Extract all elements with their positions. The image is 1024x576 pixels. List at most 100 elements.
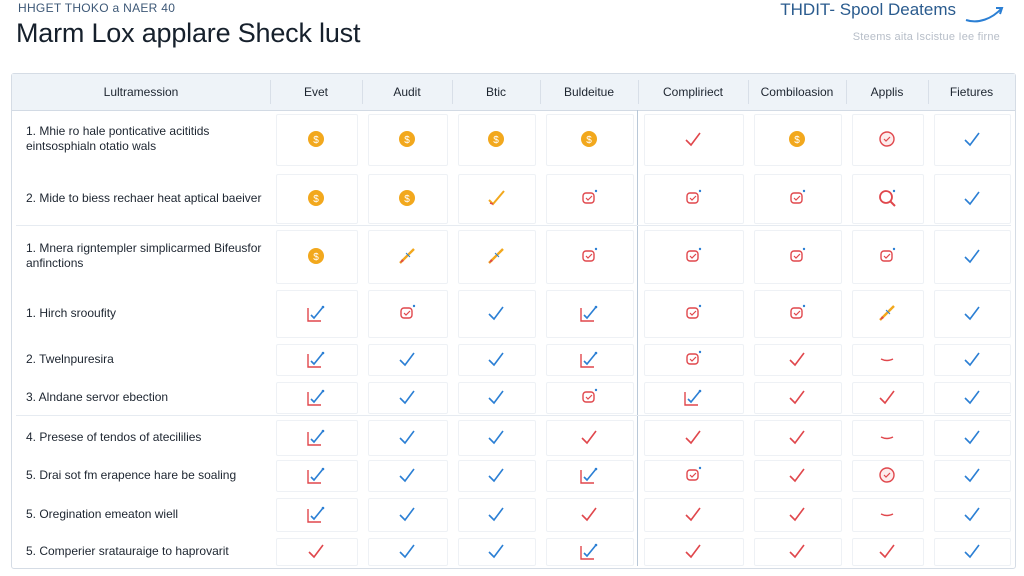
table-row[interactable]: 5. Comperier sratauraige to haprovarit <box>12 536 1015 566</box>
status-cell[interactable] <box>368 174 448 224</box>
status-cell[interactable] <box>852 382 924 414</box>
column-header[interactable]: Compliriect <box>662 85 723 99</box>
status-cell[interactable] <box>644 382 744 414</box>
status-cell[interactable] <box>852 174 924 224</box>
status-cell[interactable] <box>934 382 1011 414</box>
status-cell[interactable] <box>368 538 448 566</box>
status-cell[interactable] <box>644 344 744 376</box>
status-cell[interactable] <box>934 230 1011 284</box>
status-cell[interactable] <box>276 420 358 456</box>
status-cell[interactable] <box>644 174 744 224</box>
status-cell[interactable] <box>644 460 744 492</box>
status-cell[interactable] <box>644 420 744 456</box>
status-cell[interactable] <box>276 114 358 166</box>
status-cell[interactable] <box>754 382 842 414</box>
status-cell[interactable] <box>934 460 1011 492</box>
status-cell[interactable] <box>546 230 634 284</box>
column-header[interactable]: Combiloasion <box>760 85 834 99</box>
status-cell[interactable] <box>852 538 924 566</box>
status-cell[interactable] <box>368 382 448 414</box>
status-cell[interactable] <box>754 420 842 456</box>
status-cell[interactable] <box>546 498 634 532</box>
status-cell[interactable] <box>546 538 634 566</box>
status-cell[interactable] <box>546 420 634 456</box>
status-cell[interactable] <box>368 460 448 492</box>
status-cell[interactable] <box>276 498 358 532</box>
status-cell[interactable] <box>754 538 842 566</box>
status-cell[interactable] <box>852 114 924 166</box>
status-cell[interactable] <box>276 460 358 492</box>
table-row[interactable]: 4. Presese of tendos of atecililies <box>12 418 1015 456</box>
status-cell[interactable] <box>276 344 358 376</box>
status-cell[interactable] <box>934 344 1011 376</box>
status-cell[interactable] <box>458 344 536 376</box>
status-cell[interactable] <box>276 382 358 414</box>
status-cell[interactable] <box>852 290 924 338</box>
status-cell[interactable] <box>644 230 744 284</box>
status-cell[interactable] <box>644 498 744 532</box>
status-cell[interactable] <box>546 114 634 166</box>
status-cell[interactable] <box>934 498 1011 532</box>
status-cell[interactable] <box>754 460 842 492</box>
status-cell[interactable] <box>934 174 1011 224</box>
status-cell[interactable] <box>458 498 536 532</box>
status-cell[interactable] <box>852 420 924 456</box>
column-header[interactable]: Applis <box>870 85 904 99</box>
status-cell[interactable] <box>368 114 448 166</box>
column-header[interactable]: Lultramession <box>103 85 179 99</box>
status-cell[interactable] <box>754 498 842 532</box>
table-row[interactable]: 5. Drai sot fm erapence hare be soaling <box>12 458 1015 492</box>
status-cell[interactable] <box>546 290 634 338</box>
status-cell[interactable] <box>276 290 358 338</box>
status-cell[interactable] <box>546 174 634 224</box>
status-cell[interactable] <box>368 344 448 376</box>
status-cell[interactable] <box>458 290 536 338</box>
status-cell[interactable] <box>276 538 358 566</box>
status-cell[interactable] <box>546 460 634 492</box>
status-cell[interactable] <box>276 174 358 224</box>
table-row[interactable]: 1. Mnera rigntempler simplicarmed Bifeus… <box>12 228 1015 284</box>
status-cell[interactable] <box>754 230 842 284</box>
table-row[interactable]: 1. Hirch srooufity <box>12 288 1015 338</box>
status-cell[interactable] <box>276 230 358 284</box>
status-cell[interactable] <box>458 382 536 414</box>
status-cell[interactable] <box>458 420 536 456</box>
status-cell[interactable] <box>754 174 842 224</box>
status-cell[interactable] <box>368 290 448 338</box>
status-cell[interactable] <box>754 290 842 338</box>
status-cell[interactable] <box>458 114 536 166</box>
column-header[interactable]: Evet <box>303 85 328 99</box>
table-row[interactable]: 2. Twelnpuresira <box>12 342 1015 376</box>
status-cell[interactable] <box>934 290 1011 338</box>
status-cell[interactable] <box>754 114 842 166</box>
column-header[interactable]: Buldeitue <box>563 85 615 99</box>
status-cell[interactable] <box>852 498 924 532</box>
status-cell[interactable] <box>852 344 924 376</box>
table-row[interactable]: 2. Mide to biess rechaer heat aptical ba… <box>12 172 1015 224</box>
status-cell[interactable] <box>852 230 924 284</box>
table-row[interactable]: 5. Oregination emeaton wiell <box>12 496 1015 532</box>
table-row[interactable]: 1. Mhie ro hale ponticative acititids ei… <box>12 112 1015 166</box>
checklist-table: Lultramession Evet Audit Btic Buldeitue Compl… <box>11 73 1016 569</box>
status-cell[interactable] <box>852 460 924 492</box>
column-header[interactable]: Audit <box>393 85 421 99</box>
status-cell[interactable] <box>458 174 536 224</box>
status-cell[interactable] <box>644 290 744 338</box>
status-cell[interactable] <box>458 230 536 284</box>
status-cell[interactable] <box>934 420 1011 456</box>
status-cell[interactable] <box>368 498 448 532</box>
status-cell[interactable] <box>458 538 536 566</box>
status-cell[interactable] <box>934 538 1011 566</box>
status-cell[interactable] <box>644 114 744 166</box>
status-cell[interactable] <box>754 344 842 376</box>
column-header[interactable]: Fietures <box>949 85 994 99</box>
status-cell[interactable] <box>458 460 536 492</box>
status-cell[interactable] <box>368 420 448 456</box>
column-header[interactable]: Btic <box>485 85 506 99</box>
status-cell[interactable] <box>934 114 1011 166</box>
status-cell[interactable] <box>546 344 634 376</box>
status-cell[interactable] <box>546 382 634 414</box>
status-cell[interactable] <box>368 230 448 284</box>
table-row[interactable]: 3. Alndane servor ebection <box>12 380 1015 414</box>
status-cell[interactable] <box>644 538 744 566</box>
